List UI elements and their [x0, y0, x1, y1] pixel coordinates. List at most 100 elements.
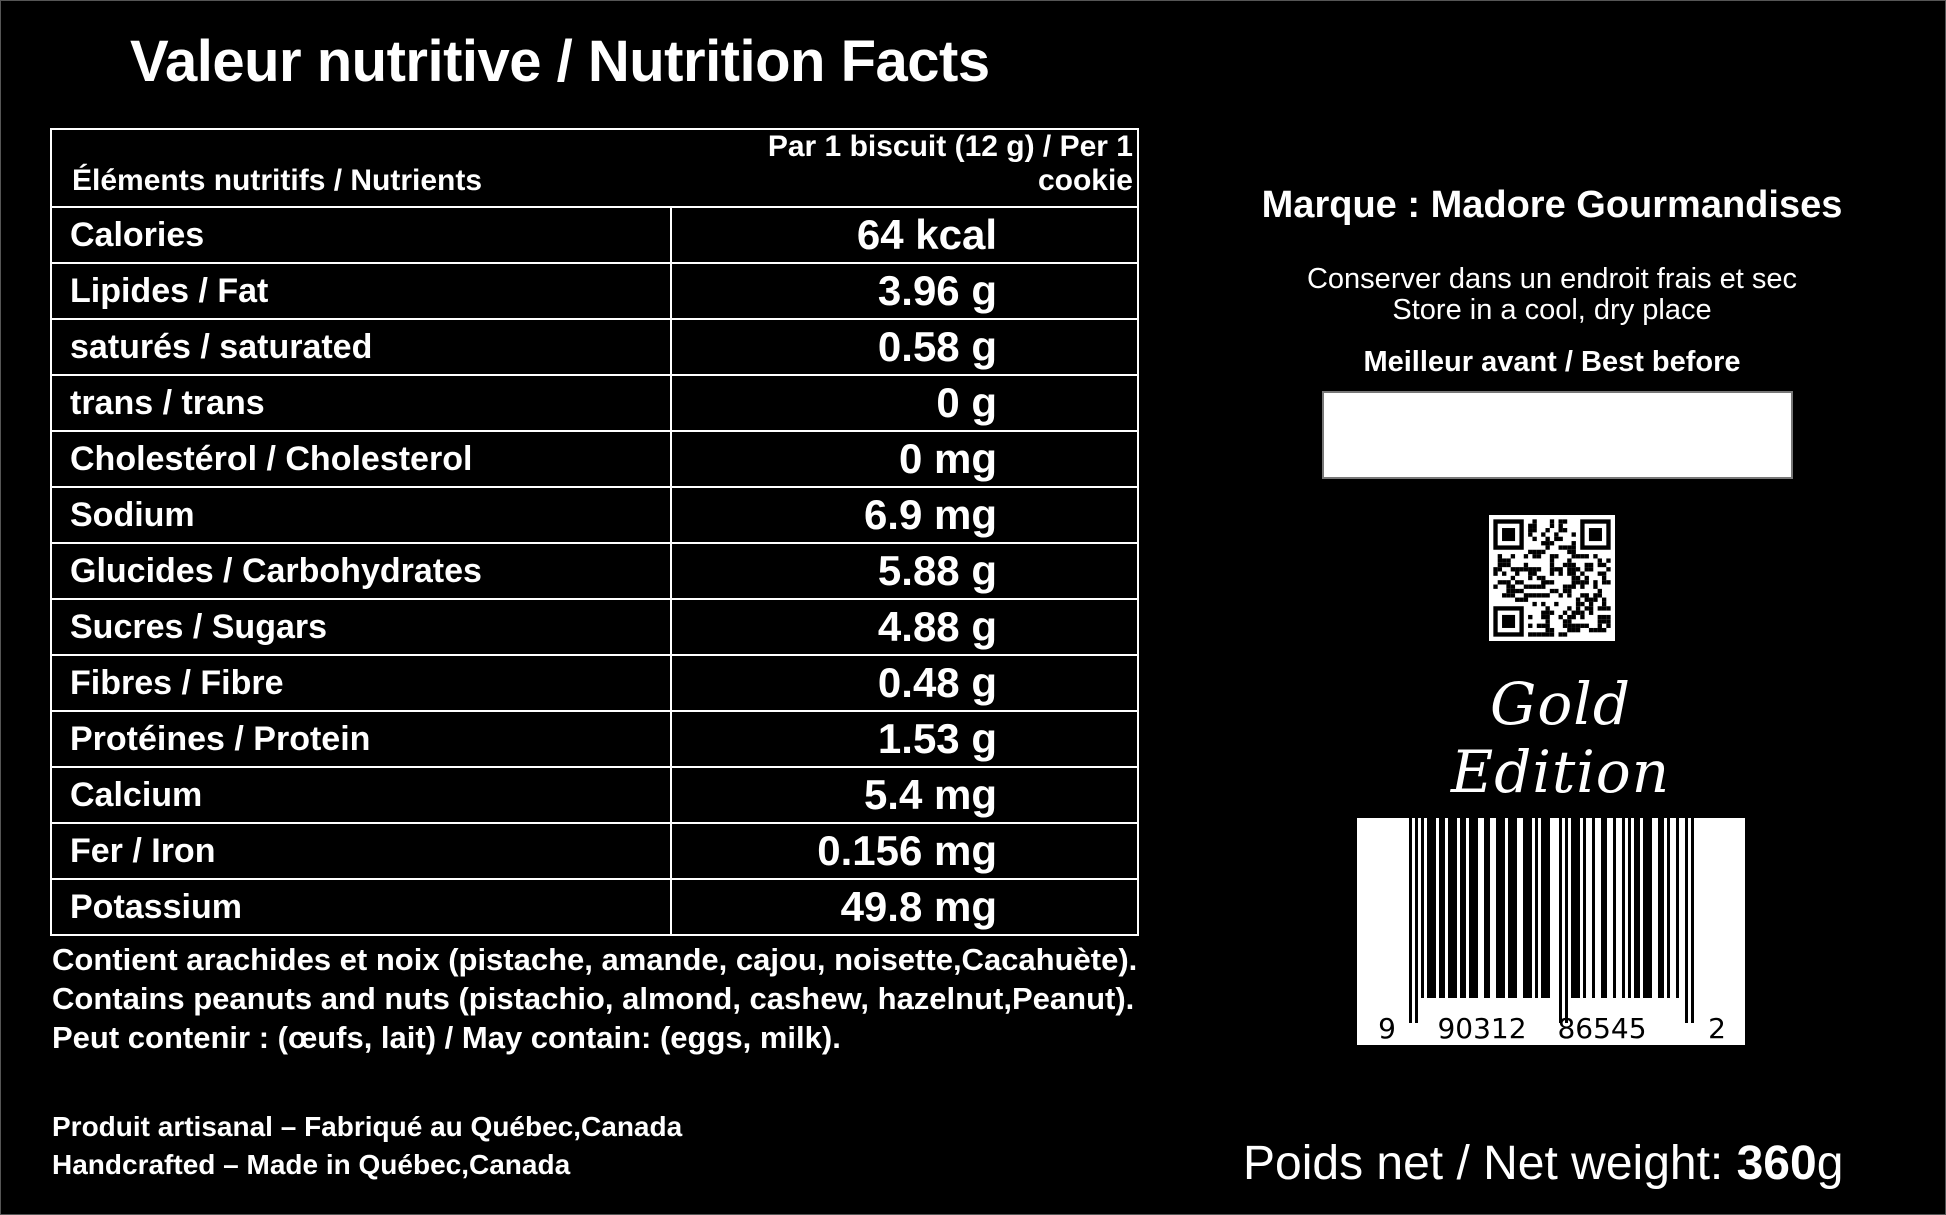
net-weight-value: 360 — [1736, 1137, 1817, 1190]
nutrient-value: 0.48 g — [670, 654, 1139, 712]
nutrient-value: 0.156 mg — [670, 822, 1139, 880]
nutrient-value: 0 g — [670, 374, 1139, 432]
allergen-line: Peut contenir : (œufs, lait) / May conta… — [52, 1020, 841, 1055]
barcode-bar — [1448, 818, 1457, 998]
nutrition-table: Éléments nutritifs / Nutrients Par 1 bis… — [50, 128, 1139, 936]
nutrient-value: 5.88 g — [670, 542, 1139, 600]
table-row: Sodium 6.9 mg — [50, 486, 1139, 544]
nutrient-value: 64 kcal — [670, 206, 1139, 264]
nutrient-value: 1.53 g — [670, 710, 1139, 768]
nutrient-value: 0 mg — [670, 430, 1139, 488]
origin-statement: Produit artisanal – Fabriqué au Québec,C… — [52, 1108, 682, 1184]
nutrient-label: trans / trans — [50, 374, 672, 432]
header-serving: Par 1 biscuit (12 g) / Per 1 cookie — [671, 128, 1139, 208]
barcode-bar — [1676, 818, 1679, 998]
table-row: Calories 64 kcal — [50, 206, 1139, 264]
table-row: saturés / saturated 0.58 g — [50, 318, 1139, 376]
barcode-bar — [1613, 818, 1616, 998]
table-row: Glucides / Carbohydrates 5.88 g — [50, 542, 1139, 600]
best-before-label: Meilleur avant / Best before — [1363, 346, 1741, 378]
barcode-bar — [1628, 818, 1631, 998]
allergen-line: Contient arachides et noix (pistache, am… — [52, 942, 1138, 977]
table-row: Potassium 49.8 mg — [50, 878, 1139, 936]
barcode-bar — [1508, 818, 1517, 998]
barcode-bar — [1409, 818, 1412, 1023]
barcode-bar — [1469, 818, 1478, 998]
net-weight-label: Poids net / Net weight: — [1243, 1137, 1724, 1190]
barcode-bar — [1427, 818, 1436, 998]
nutrient-value: 49.8 mg — [670, 878, 1139, 936]
barcode-bar — [1622, 818, 1625, 998]
barcode-digits: 90312 — [1437, 1012, 1526, 1045]
nutrient-label: Glucides / Carbohydrates — [50, 542, 672, 600]
table-row: trans / trans 0 g — [50, 374, 1139, 432]
table-row: Fer / Iron 0.156 mg — [50, 822, 1139, 880]
net-weight-unit: g — [1816, 1137, 1844, 1190]
barcode-bar — [1634, 818, 1640, 998]
allergen-line: Contains peanuts and nuts (pistachio, al… — [52, 981, 1135, 1016]
barcode-bar — [1667, 818, 1670, 998]
barcode-bar — [1658, 818, 1664, 998]
storage-line: Store in a cool, dry place — [1392, 294, 1712, 326]
barcode-bar — [1415, 818, 1418, 1023]
storage-instructions: Conserver dans un endroit frais et sec S… — [1200, 264, 1904, 326]
table-row: Fibres / Fibre 0.48 g — [50, 654, 1139, 712]
brand: Marque : Madore Gourmandises — [1200, 184, 1904, 227]
barcode-bar — [1685, 818, 1688, 1023]
gold-edition-logo: Gold Edition — [1450, 670, 1671, 806]
barcode-bar — [1643, 818, 1652, 998]
best-before-box — [1322, 391, 1793, 479]
nutrient-label: Fibres / Fibre — [50, 654, 672, 712]
nutrient-value: 4.88 g — [670, 598, 1139, 656]
barcode-digits: 2 — [1708, 1012, 1726, 1045]
nutrient-label: Fer / Iron — [50, 822, 672, 880]
nutrient-label: Calcium — [50, 766, 672, 824]
barcode-digits: 9 — [1378, 1012, 1396, 1045]
nutrient-label: saturés / saturated — [50, 318, 672, 376]
nutrient-label: Sodium — [50, 486, 672, 544]
table-row: Calcium 5.4 mg — [50, 766, 1139, 824]
barcode-bar — [1592, 818, 1595, 998]
barcode-bar — [1484, 818, 1490, 998]
table-row: Cholestérol / Cholesterol 0 mg — [50, 430, 1139, 488]
brand-name: Madore Gourmandises — [1430, 184, 1843, 226]
net-weight: Poids net / Net weight: 360g — [1243, 1136, 1843, 1191]
nutrient-label: Sucres / Sugars — [50, 598, 672, 656]
table-row: Protéines / Protein 1.53 g — [50, 710, 1139, 768]
allergen-statement: Contient arachides et noix (pistache, am… — [52, 940, 1137, 1057]
nutrient-label: Protéines / Protein — [50, 710, 672, 768]
barcode-bar — [1421, 818, 1424, 998]
origin-line: Handcrafted – Made in Québec,Canada — [52, 1149, 571, 1180]
table-row: Sucres / Sugars 4.88 g — [50, 598, 1139, 656]
barcode-bar — [1571, 818, 1580, 998]
barcode-bar — [1496, 818, 1505, 998]
barcode-bar — [1565, 818, 1568, 1023]
barcode-bar — [1583, 818, 1586, 998]
barcode: 9 90312 86545 2 — [1357, 818, 1745, 1045]
barcode-bar — [1535, 818, 1538, 998]
page-title: Valeur nutritive / Nutrition Facts — [130, 29, 990, 94]
nutrient-label: Lipides / Fat — [50, 262, 672, 320]
header-nutrients: Éléments nutritifs / Nutrients — [50, 128, 671, 208]
nutrient-value: 0.58 g — [670, 318, 1139, 376]
origin-line: Produit artisanal – Fabriqué au Québec,C… — [52, 1111, 683, 1142]
storage-line: Conserver dans un endroit frais et sec — [1306, 263, 1798, 295]
nutrient-value: 5.4 mg — [670, 766, 1139, 824]
brand-label: Marque : — [1261, 184, 1421, 226]
nutrient-label: Cholestérol / Cholesterol — [50, 430, 672, 488]
barcode-bar — [1559, 818, 1562, 1023]
nutrient-label: Calories — [50, 206, 672, 264]
nutrient-value: 6.9 mg — [670, 486, 1139, 544]
nutrient-label: Potassium — [50, 878, 672, 936]
barcode-bar — [1691, 818, 1694, 1023]
barcode-bar — [1460, 818, 1466, 998]
nutrient-value: 3.96 g — [670, 262, 1139, 320]
qr-code-icon — [1489, 515, 1615, 641]
barcode-digits: 86545 — [1557, 1012, 1646, 1045]
barcode-bar — [1439, 818, 1445, 998]
barcode-bar — [1541, 818, 1550, 998]
table-row: Lipides / Fat 3.96 g — [50, 262, 1139, 320]
barcode-bar — [1601, 818, 1607, 998]
table-header-row: Éléments nutritifs / Nutrients Par 1 bis… — [50, 128, 1139, 208]
barcode-bar — [1523, 818, 1532, 998]
